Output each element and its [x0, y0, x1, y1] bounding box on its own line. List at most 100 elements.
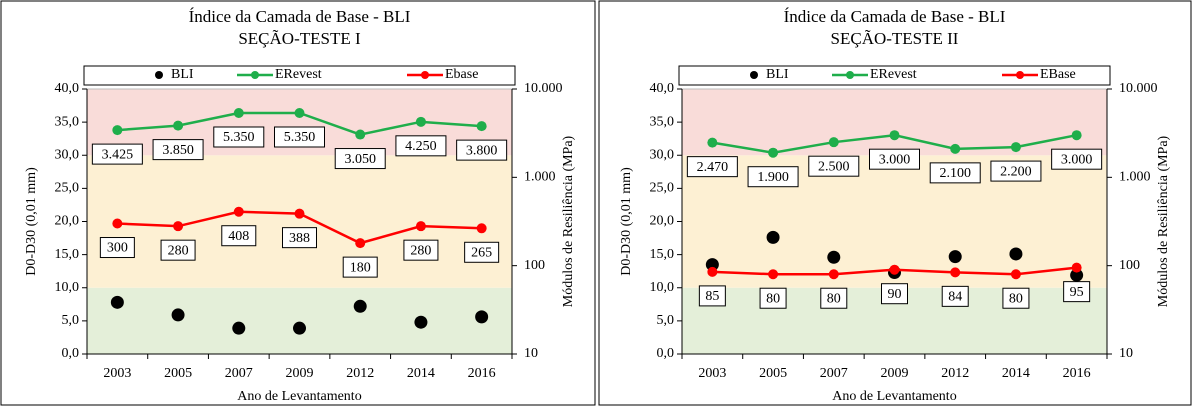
value-label: 80	[827, 291, 841, 306]
y-tick-label: 35,0	[650, 114, 675, 129]
value-label-box	[456, 139, 508, 161]
x-tick-label: 2005	[164, 366, 192, 381]
bli-point	[766, 230, 780, 244]
x-tick-label: 2003	[103, 366, 131, 381]
value-label: 3.800	[466, 143, 498, 158]
chart-title: Índice da Camada de Base - BLI	[189, 7, 411, 26]
series-point	[233, 206, 244, 217]
legend-label: Ebase	[445, 67, 478, 82]
value-label: 2.100	[939, 166, 971, 181]
value-label-box	[869, 148, 920, 170]
value-label: 2.500	[818, 159, 850, 174]
x-tick-label: 2007	[820, 366, 848, 381]
bli-point	[827, 250, 841, 264]
y-tick-label: 15,0	[650, 247, 675, 262]
legend-marker	[155, 71, 163, 79]
y2-tick-label: 10	[1119, 346, 1133, 361]
value-label: 300	[107, 241, 128, 256]
value-label: 84	[948, 290, 962, 305]
value-label: 3.000	[879, 152, 911, 167]
value-label-box	[1051, 148, 1103, 170]
value-label-box	[747, 166, 799, 188]
value-label-box	[342, 256, 378, 278]
value-label-box	[221, 225, 257, 247]
bli-point	[110, 295, 124, 309]
series-point	[889, 130, 900, 141]
value-label-box	[941, 285, 969, 307]
value-label-box	[152, 139, 204, 161]
value-label: 1.900	[757, 170, 789, 185]
y2-axis-label: Módulos de Resiliência (MPa)	[561, 135, 576, 307]
y-tick-label: 10,0	[650, 280, 675, 295]
bli-point	[948, 250, 962, 264]
series-point	[1071, 262, 1082, 273]
x-tick-label: 2012	[346, 366, 374, 381]
panel-border	[0, 0, 596, 406]
value-label: 3.850	[162, 143, 194, 158]
value-label: 95	[1070, 285, 1084, 300]
value-label: 5.350	[223, 130, 255, 145]
series-point	[355, 129, 366, 140]
value-label-box	[820, 287, 848, 309]
chart-subtitle: SEÇÃO-TESTE II	[831, 29, 959, 48]
value-label-box	[759, 287, 787, 309]
legend-label: BLI	[766, 67, 789, 82]
value-label: 80	[766, 291, 780, 306]
chart-subtitle: SEÇÃO-TESTE I	[238, 29, 361, 48]
value-label: 3.425	[102, 147, 134, 162]
bli-point	[293, 321, 306, 335]
chart-title: Índice da Camada de Base - BLI	[784, 7, 1006, 26]
value-label: 3.000	[1061, 152, 1093, 167]
bli-point	[414, 315, 428, 329]
value-label: 90	[888, 287, 902, 302]
y-tick-label: 35,0	[55, 114, 80, 129]
series-point	[707, 137, 718, 148]
series-point	[173, 120, 184, 131]
bli-point	[171, 308, 185, 322]
series-point	[112, 218, 123, 229]
value-label: 85	[705, 289, 719, 304]
legend-label: EBase	[1040, 67, 1076, 82]
x-tick-label: 2014	[1002, 366, 1030, 381]
series-point	[1010, 142, 1021, 153]
value-label-box	[1063, 281, 1091, 303]
y-tick-label: 40,0	[650, 81, 675, 96]
y2-tick-label: 10.000	[1119, 81, 1158, 96]
value-label-box	[990, 160, 1042, 182]
value-label: 5.350	[284, 130, 316, 145]
series-point	[889, 264, 900, 275]
y-tick-label: 20,0	[55, 214, 80, 229]
bli-point	[1009, 247, 1023, 261]
x-tick-label: 2014	[407, 366, 435, 381]
x-axis-label: Ano de Levantamento	[237, 389, 361, 404]
series-point	[828, 269, 839, 280]
series-point	[355, 238, 366, 249]
y-axis-label: D0-D30 (0,01 mm)	[619, 167, 634, 276]
series-point	[112, 125, 123, 136]
y2-tick-label: 10	[524, 346, 538, 361]
value-label-box	[808, 155, 860, 177]
legend-label: ERevest	[275, 67, 322, 82]
series-point	[828, 137, 839, 148]
series-point	[950, 143, 961, 154]
series-point	[415, 116, 426, 127]
legend-marker	[421, 71, 429, 79]
series-point	[415, 221, 426, 232]
y2-axis-label: Módulos de Resiliência (MPa)	[1156, 135, 1171, 307]
value-label-box	[464, 241, 500, 263]
series-point	[294, 107, 305, 118]
value-label-box	[334, 148, 386, 170]
value-label: 280	[168, 243, 189, 258]
value-label: 4.250	[405, 139, 437, 154]
value-label-box	[395, 135, 447, 157]
y2-tick-label: 1.000	[524, 170, 556, 185]
legend-label: BLI	[171, 67, 194, 82]
series-point	[707, 266, 718, 277]
x-tick-label: 2009	[881, 366, 909, 381]
y-tick-label: 25,0	[650, 181, 675, 196]
y-tick-label: 5,0	[657, 313, 675, 328]
y-axis-label: D0-D30 (0,01 mm)	[24, 167, 39, 276]
panel-border	[598, 0, 1192, 406]
value-label: 3.050	[344, 152, 376, 167]
